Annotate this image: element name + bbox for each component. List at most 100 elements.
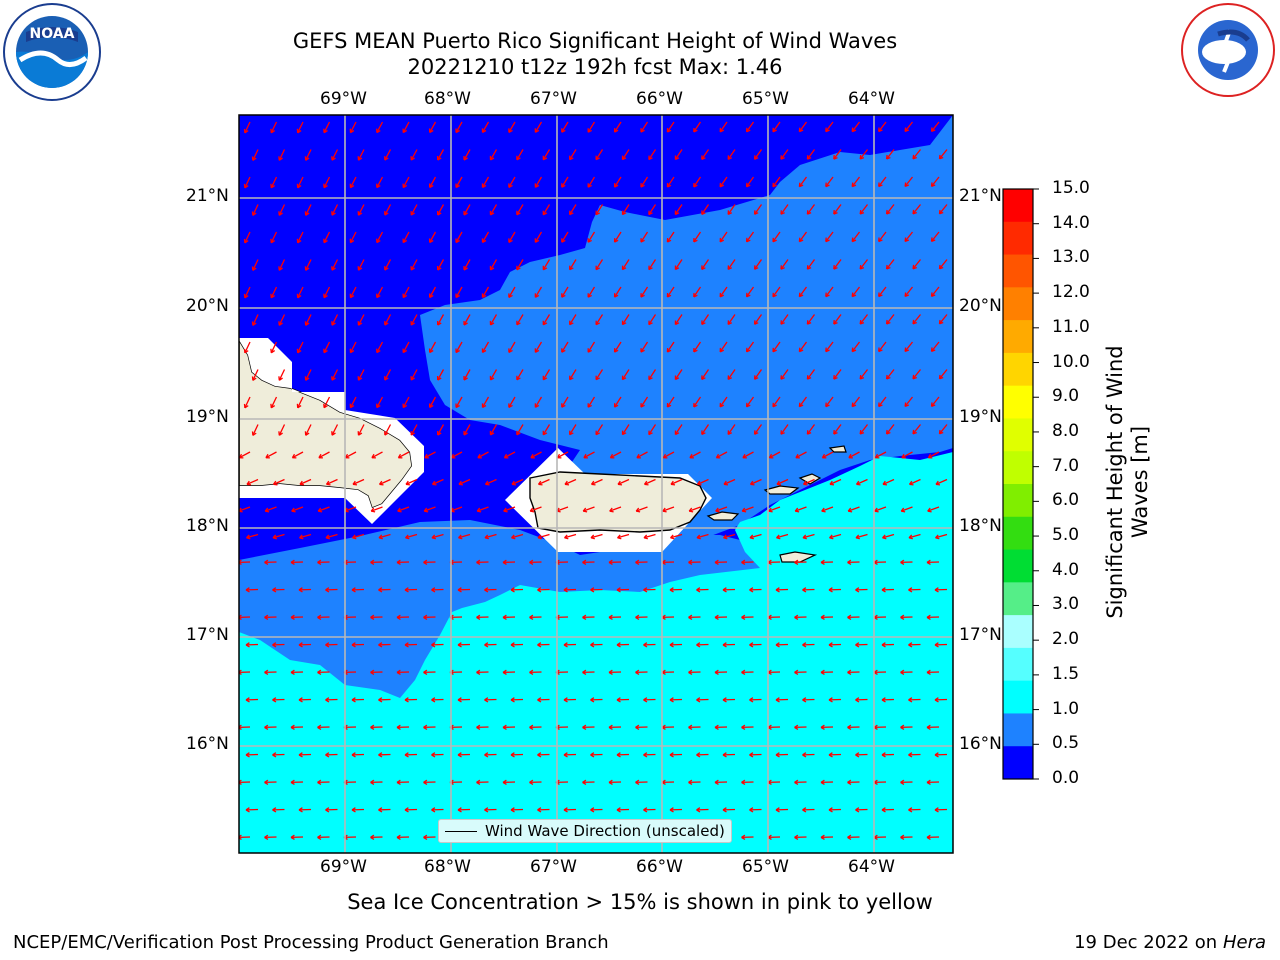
wave-arrow-head: [669, 807, 674, 813]
wave-arrow-head: [457, 752, 462, 758]
wave-arrow: [833, 204, 842, 215]
wave-arrow-head: [423, 834, 428, 840]
lon-label-top: 67°W: [530, 89, 577, 109]
wave-arrow-head: [245, 807, 250, 813]
wave-arrow-head: [745, 127, 751, 133]
wave-arrow-head: [648, 265, 653, 271]
colorbar-segment: [1003, 647, 1033, 682]
wave-arrow: [648, 259, 657, 270]
wave-arrow-head: [323, 293, 328, 299]
wave-arrow-head: [299, 534, 304, 540]
wave-arrow-head: [378, 807, 383, 813]
wave-arrow-head: [855, 642, 860, 648]
wave-arrow-head: [582, 779, 587, 785]
wave-arrow-head: [696, 534, 701, 540]
wave-arrow: [930, 396, 940, 407]
wave-arrow: [252, 369, 259, 381]
colorbar-tick-label: 1.5: [1052, 663, 1080, 684]
wave-arrow: [754, 149, 763, 160]
colorbar-segment: [1003, 549, 1033, 583]
wave-arrow-head: [881, 642, 886, 648]
wave-arrow-head: [901, 453, 906, 459]
wave-arrow-head: [802, 807, 807, 813]
wave-arrow: [643, 533, 656, 539]
wave-arrow-head: [270, 183, 276, 189]
wave-arrow: [455, 231, 463, 243]
wave-arrow-head: [563, 642, 568, 648]
wave-arrow: [723, 478, 736, 485]
wave-arrow-head: [635, 559, 640, 565]
wave-arrow-head: [317, 724, 322, 730]
wave-arrow-head: [794, 669, 799, 675]
wave-arrow-head: [829, 480, 835, 486]
wave-arrow-head: [569, 320, 574, 326]
wave-arrow-head: [325, 642, 330, 648]
wave-arrow: [746, 396, 755, 408]
wave-arrow-head: [821, 507, 826, 513]
wave-arrow: [323, 231, 331, 243]
wave-arrow-head: [455, 128, 460, 134]
wave-arrow: [278, 314, 286, 326]
wave-arrow: [463, 204, 471, 216]
wave-arrow-head: [357, 156, 363, 161]
wave-arrow-head: [930, 127, 936, 133]
wave-arrow: [429, 341, 437, 353]
wave-arrow: [297, 231, 304, 244]
wave-arrow: [806, 149, 816, 160]
wave-arrow: [244, 176, 251, 189]
wave-arrow-head: [245, 697, 250, 703]
wave-arrow: [648, 424, 657, 435]
wave-arrow: [912, 259, 922, 270]
wave-arrow-head: [882, 534, 887, 540]
wave-arrow: [511, 533, 524, 539]
graticule: [239, 115, 953, 853]
wave-arrow: [882, 478, 895, 485]
wave-arrow-head: [851, 292, 857, 298]
wave-arrow-head: [251, 156, 257, 161]
run-machine: Hera: [1222, 932, 1266, 953]
wave-arrow-head: [727, 155, 733, 160]
wave-arrow: [379, 478, 391, 485]
wave-arrow-head: [376, 238, 381, 244]
wave-arrow-head: [542, 375, 548, 381]
wave-arrow-head: [741, 614, 746, 620]
wave-arrow-head: [431, 807, 436, 813]
lon-label-top: 65°W: [742, 89, 789, 109]
wave-arrow-head: [881, 807, 886, 813]
wave-arrow-head: [640, 238, 645, 243]
wave-arrow-head: [674, 265, 680, 271]
wave-arrow-head: [534, 128, 540, 133]
wave-arrow-head: [878, 347, 883, 353]
wave-arrow: [542, 259, 551, 271]
wave-arrow-head: [648, 320, 653, 326]
wave-arrow-head: [938, 319, 944, 325]
wave-arrow: [564, 478, 577, 485]
wave-arrow: [719, 396, 728, 408]
wave-arrow: [569, 204, 577, 216]
wave-arrow: [772, 121, 781, 133]
wave-arrow: [530, 451, 542, 459]
wave-arrow: [297, 341, 304, 354]
wave-arrow-head: [798, 347, 804, 353]
wave-arrow: [833, 259, 842, 270]
wave-arrow-head: [331, 376, 336, 381]
wave-arrow-head: [352, 480, 358, 486]
wave-arrow-head: [590, 534, 595, 540]
lon-label-bottom: 66°W: [636, 857, 683, 877]
wave-arrow-head: [349, 348, 355, 354]
wave-arrow-head: [318, 453, 323, 459]
wave-arrow: [780, 259, 789, 270]
wave-arrow: [516, 369, 524, 381]
wave-arrow-head: [701, 375, 706, 380]
wave-arrow-head: [820, 669, 825, 675]
wave-arrow-head: [587, 403, 592, 408]
wave-arrow-head: [404, 752, 409, 758]
colorbar-segment: [1003, 287, 1033, 321]
wave-arrow: [640, 176, 649, 188]
colorbar-tick-label: 12.0: [1052, 282, 1090, 303]
wave-arrow-head: [855, 752, 860, 758]
wave-arrow: [930, 231, 940, 242]
wave-arrow: [851, 176, 861, 187]
wave-arrow: [930, 121, 940, 132]
wave-arrow: [806, 369, 816, 380]
